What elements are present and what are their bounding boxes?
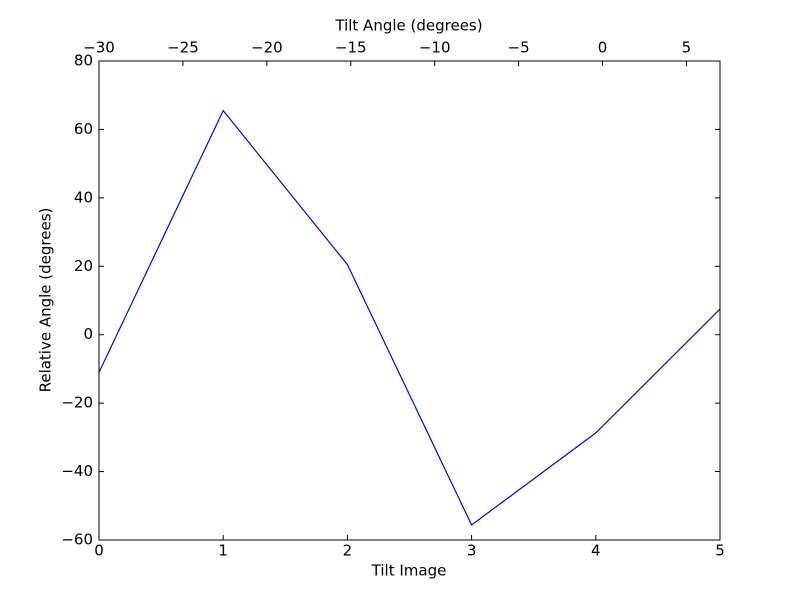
x-tick-label: 0: [94, 542, 104, 560]
x-tick-label: 1: [218, 542, 228, 560]
x2-tick-label: 0: [598, 39, 608, 57]
x2-tick-label: −30: [83, 39, 115, 57]
y-tick-label: 0: [83, 325, 93, 343]
y-tick-label: 20: [74, 257, 93, 275]
x-tick-label: 2: [343, 542, 353, 560]
y-tick-label: 60: [74, 120, 93, 138]
data-line: [98, 109, 721, 526]
y-tick-label: −40: [61, 462, 93, 480]
y-tick-label: 80: [74, 52, 93, 70]
x-tick-label: 3: [467, 542, 477, 560]
x2-axis-label: Tilt Angle (degrees): [334, 17, 482, 35]
x-axis-label: Tilt Image: [371, 562, 447, 580]
x-tick-label: 4: [591, 542, 601, 560]
x2-tick-label: −5: [508, 39, 530, 57]
x2-tick-label: 5: [682, 39, 692, 57]
x2-tick-label: −10: [419, 39, 451, 57]
x-tick-label: 5: [715, 542, 725, 560]
x2-tick-label: −20: [251, 39, 283, 57]
y-tick-label: −60: [61, 531, 93, 549]
y-axis-label: Relative Angle (degrees): [37, 208, 55, 393]
x2-tick-label: −25: [167, 39, 199, 57]
x2-tick-label: −15: [335, 39, 367, 57]
y-tick-label: −20: [61, 394, 93, 412]
plot-frame: [98, 60, 721, 541]
y-tick-label: 40: [74, 188, 93, 206]
